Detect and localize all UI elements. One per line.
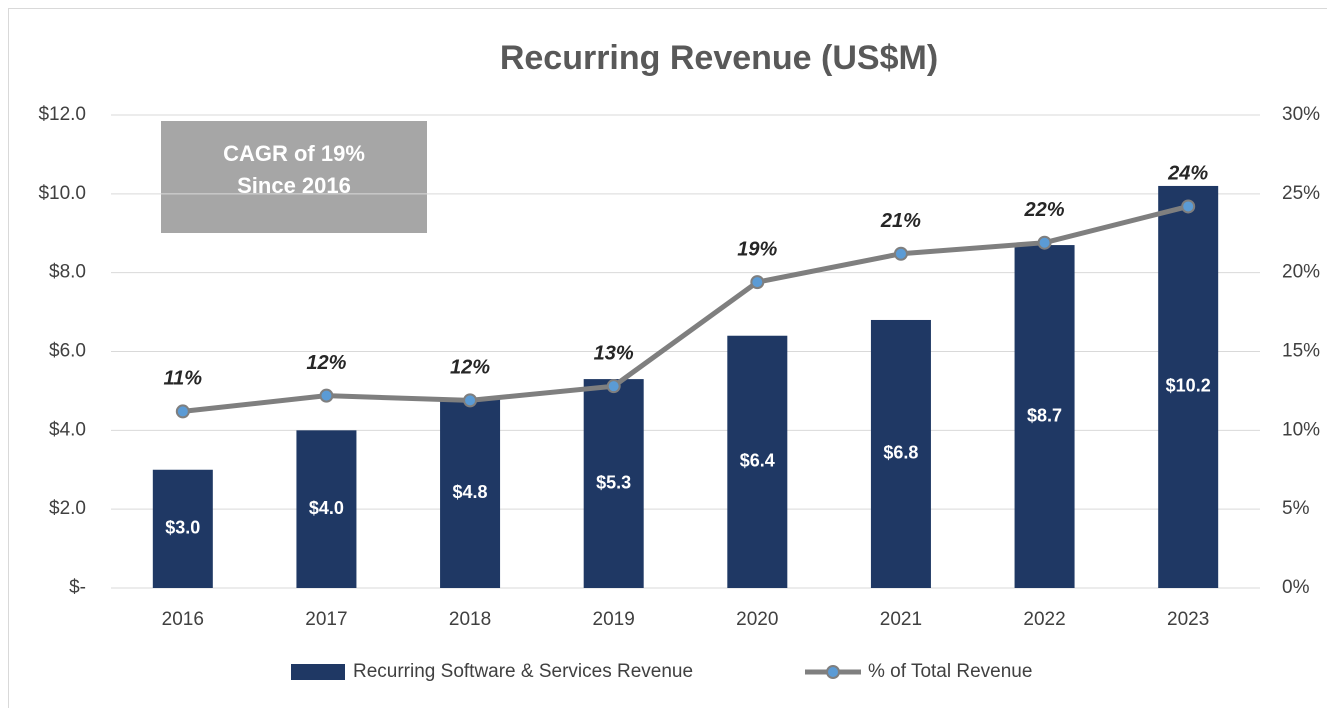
chart-border	[8, 8, 1327, 708]
bar	[727, 335, 788, 588]
y-tick-label: $-	[69, 577, 86, 598]
line-value-label: 21%	[880, 210, 921, 232]
x-tick-label: 2020	[736, 609, 778, 630]
y2-tick-label: 30%	[1282, 104, 1320, 125]
line-marker	[319, 388, 334, 403]
line-marker	[1181, 199, 1196, 214]
legend-swatch	[291, 664, 345, 680]
bar-value-label: $3.0	[165, 518, 200, 538]
bar-value-label: $5.3	[596, 472, 631, 492]
y2-tick-label: 25%	[1282, 183, 1320, 204]
bar-value-label: $6.8	[883, 443, 918, 463]
bar	[583, 379, 644, 588]
legend-swatch	[826, 665, 840, 679]
bar	[296, 430, 357, 588]
y-tick-label: $4.0	[49, 419, 86, 440]
chart-title: Recurring Revenue (US$M)	[500, 39, 938, 77]
x-tick-label: 2021	[880, 609, 922, 630]
x-tick-label: 2023	[1167, 609, 1209, 630]
bar	[440, 398, 501, 588]
x-tick-label: 2022	[1023, 609, 1065, 630]
x-tick-label: 2019	[593, 609, 635, 630]
line-value-label: 22%	[1024, 199, 1065, 221]
bar-value-label: $10.2	[1166, 376, 1211, 396]
line	[182, 204, 1189, 414]
bar-value-label: $4.0	[309, 498, 344, 518]
bar-value-label: $8.7	[1027, 405, 1062, 425]
y-tick-label: $2.0	[49, 498, 86, 519]
line-value-label: 11%	[164, 368, 203, 390]
legend-label: Recurring Software & Services Revenue	[353, 661, 693, 682]
y-tick-label: $12.0	[38, 104, 86, 125]
bar	[1158, 185, 1219, 588]
line-marker	[750, 275, 765, 290]
y-tick-label: $8.0	[49, 262, 86, 283]
y2-tick-label: 0%	[1282, 577, 1310, 598]
y2-tick-label: 20%	[1282, 262, 1320, 283]
y2-tick-label: 5%	[1282, 498, 1310, 519]
annotation-box	[161, 121, 427, 233]
bar	[1014, 245, 1075, 588]
line-marker	[1037, 235, 1052, 250]
line-marker	[893, 246, 908, 261]
line-value-label: 13%	[594, 342, 634, 364]
x-tick-label: 2018	[449, 609, 491, 630]
y2-tick-label: 10%	[1282, 419, 1320, 440]
bar	[870, 319, 931, 588]
line-value-label: 19%	[737, 238, 777, 260]
x-tick-label: 2016	[162, 609, 204, 630]
line-value-label: 24%	[1167, 163, 1208, 185]
y2-tick-label: 15%	[1282, 341, 1320, 362]
bar-value-label: $6.4	[740, 451, 775, 471]
line-value-label: 12%	[450, 357, 490, 379]
line-marker	[606, 379, 621, 394]
legend-label: % of Total Revenue	[868, 661, 1032, 682]
y-tick-label: $10.0	[38, 183, 86, 204]
bar	[152, 469, 213, 588]
x-tick-label: 2017	[305, 609, 347, 630]
line-marker	[463, 393, 478, 408]
y-tick-label: $6.0	[49, 341, 86, 362]
annotation: CAGR of 19%	[223, 141, 365, 166]
line-value-label: 12%	[306, 352, 346, 374]
line-marker	[175, 404, 190, 419]
bar-value-label: $4.8	[453, 482, 488, 502]
